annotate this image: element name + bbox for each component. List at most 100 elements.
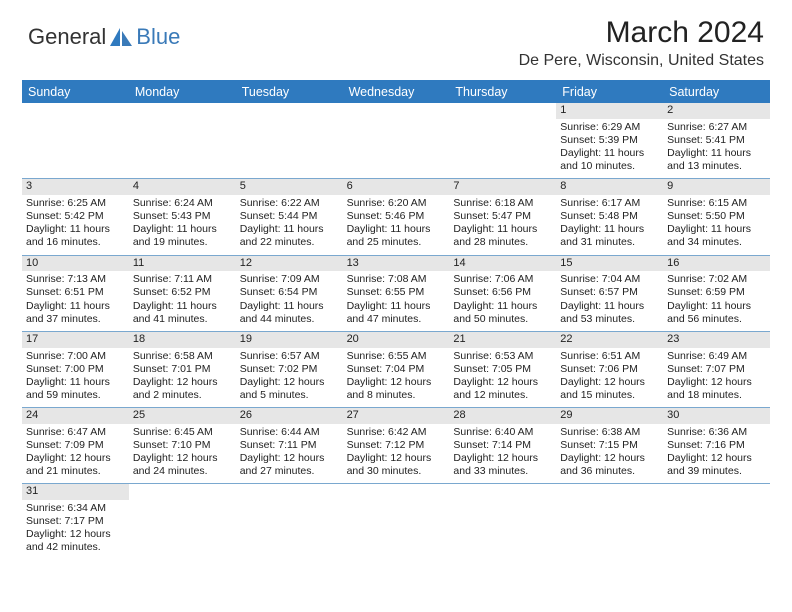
day-number: 22 xyxy=(556,332,663,348)
header: General Blue March 2024 De Pere, Wiscons… xyxy=(0,0,792,74)
empty-cell xyxy=(663,484,770,559)
day-number: 24 xyxy=(22,408,129,424)
daylight-line: Daylight: 11 hours and 37 minutes. xyxy=(26,300,125,326)
week-row: 31Sunrise: 6:34 AMSunset: 7:17 PMDayligh… xyxy=(22,484,770,559)
page-title: March 2024 xyxy=(519,16,764,50)
day-cell: 29Sunrise: 6:38 AMSunset: 7:15 PMDayligh… xyxy=(556,408,663,483)
day-number: 18 xyxy=(129,332,236,348)
day-number: 10 xyxy=(22,256,129,272)
page-subtitle: De Pere, Wisconsin, United States xyxy=(519,52,764,70)
sunrise-line: Sunrise: 6:44 AM xyxy=(240,426,339,439)
day-number: 29 xyxy=(556,408,663,424)
sunrise-line: Sunrise: 6:25 AM xyxy=(26,197,125,210)
sunset-line: Sunset: 7:09 PM xyxy=(26,439,125,452)
weeks-container: 1Sunrise: 6:29 AMSunset: 5:39 PMDaylight… xyxy=(22,103,770,560)
logo-text-blue: Blue xyxy=(136,24,180,50)
sunrise-line: Sunrise: 6:55 AM xyxy=(347,350,446,363)
day-cell: 25Sunrise: 6:45 AMSunset: 7:10 PMDayligh… xyxy=(129,408,236,483)
daylight-line: Daylight: 12 hours and 42 minutes. xyxy=(26,528,125,554)
day-number: 11 xyxy=(129,256,236,272)
day-cell: 24Sunrise: 6:47 AMSunset: 7:09 PMDayligh… xyxy=(22,408,129,483)
empty-cell xyxy=(449,484,556,559)
sunrise-line: Sunrise: 6:24 AM xyxy=(133,197,232,210)
title-block: March 2024 De Pere, Wisconsin, United St… xyxy=(519,16,764,70)
day-number: 31 xyxy=(22,484,129,500)
sunset-line: Sunset: 7:10 PM xyxy=(133,439,232,452)
sunset-line: Sunset: 6:56 PM xyxy=(453,286,552,299)
sunrise-line: Sunrise: 7:13 AM xyxy=(26,273,125,286)
week-row: 10Sunrise: 7:13 AMSunset: 6:51 PMDayligh… xyxy=(22,256,770,332)
sunset-line: Sunset: 6:52 PM xyxy=(133,286,232,299)
sunset-line: Sunset: 7:05 PM xyxy=(453,363,552,376)
daylight-line: Daylight: 11 hours and 44 minutes. xyxy=(240,300,339,326)
sunrise-line: Sunrise: 6:22 AM xyxy=(240,197,339,210)
daylight-line: Daylight: 11 hours and 22 minutes. xyxy=(240,223,339,249)
daylight-line: Daylight: 12 hours and 36 minutes. xyxy=(560,452,659,478)
daylight-line: Daylight: 11 hours and 41 minutes. xyxy=(133,300,232,326)
day-number: 25 xyxy=(129,408,236,424)
sunset-line: Sunset: 5:44 PM xyxy=(240,210,339,223)
logo-sail-icon xyxy=(108,26,134,48)
sunrise-line: Sunrise: 7:00 AM xyxy=(26,350,125,363)
day-number: 13 xyxy=(343,256,450,272)
daylight-line: Daylight: 11 hours and 31 minutes. xyxy=(560,223,659,249)
daylight-line: Daylight: 12 hours and 30 minutes. xyxy=(347,452,446,478)
day-number: 4 xyxy=(129,179,236,195)
sunset-line: Sunset: 6:57 PM xyxy=(560,286,659,299)
daylight-line: Daylight: 11 hours and 56 minutes. xyxy=(667,300,766,326)
logo-text-general: General xyxy=(28,24,106,50)
sunset-line: Sunset: 5:42 PM xyxy=(26,210,125,223)
sunrise-line: Sunrise: 6:36 AM xyxy=(667,426,766,439)
empty-cell xyxy=(236,484,343,559)
day-of-week-row: SundayMondayTuesdayWednesdayThursdayFrid… xyxy=(22,81,770,103)
sunrise-line: Sunrise: 6:57 AM xyxy=(240,350,339,363)
daylight-line: Daylight: 12 hours and 2 minutes. xyxy=(133,376,232,402)
sunrise-line: Sunrise: 6:34 AM xyxy=(26,502,125,515)
sunrise-line: Sunrise: 7:09 AM xyxy=(240,273,339,286)
day-cell: 21Sunrise: 6:53 AMSunset: 7:05 PMDayligh… xyxy=(449,332,556,407)
day-cell: 3Sunrise: 6:25 AMSunset: 5:42 PMDaylight… xyxy=(22,179,129,254)
empty-cell xyxy=(343,484,450,559)
day-number: 1 xyxy=(556,103,663,119)
dow-cell: Thursday xyxy=(449,81,556,103)
sunset-line: Sunset: 7:07 PM xyxy=(667,363,766,376)
sunrise-line: Sunrise: 6:29 AM xyxy=(560,121,659,134)
sunrise-line: Sunrise: 6:42 AM xyxy=(347,426,446,439)
sunset-line: Sunset: 5:39 PM xyxy=(560,134,659,147)
sunset-line: Sunset: 7:12 PM xyxy=(347,439,446,452)
empty-cell xyxy=(556,484,663,559)
sunrise-line: Sunrise: 6:53 AM xyxy=(453,350,552,363)
day-cell: 2Sunrise: 6:27 AMSunset: 5:41 PMDaylight… xyxy=(663,103,770,178)
sunrise-line: Sunrise: 6:47 AM xyxy=(26,426,125,439)
sunrise-line: Sunrise: 6:51 AM xyxy=(560,350,659,363)
daylight-line: Daylight: 12 hours and 8 minutes. xyxy=(347,376,446,402)
week-row: 1 Sunrise: 6:29 AMSunset: 5:39 PMDaylight… xyxy=(22,103,770,179)
empty-cell xyxy=(343,103,450,178)
dow-cell: Sunday xyxy=(22,81,129,103)
daylight-line: Daylight: 12 hours and 33 minutes. xyxy=(453,452,552,478)
sunrise-line: Sunrise: 6:17 AM xyxy=(560,197,659,210)
day-cell: 12Sunrise: 7:09 AMSunset: 6:54 PMDayligh… xyxy=(236,256,343,331)
day-number: 27 xyxy=(343,408,450,424)
day-cell: 28Sunrise: 6:40 AMSunset: 7:14 PMDayligh… xyxy=(449,408,556,483)
daylight-line: Daylight: 12 hours and 39 minutes. xyxy=(667,452,766,478)
daylight-line: Daylight: 11 hours and 10 minutes. xyxy=(560,147,659,173)
sunrise-line: Sunrise: 7:06 AM xyxy=(453,273,552,286)
day-cell: 22Sunrise: 6:51 AMSunset: 7:06 PMDayligh… xyxy=(556,332,663,407)
sunrise-line: Sunrise: 7:04 AM xyxy=(560,273,659,286)
day-number: 19 xyxy=(236,332,343,348)
day-number: 9 xyxy=(663,179,770,195)
dow-cell: Saturday xyxy=(663,81,770,103)
sunrise-line: Sunrise: 6:27 AM xyxy=(667,121,766,134)
daylight-line: Daylight: 11 hours and 28 minutes. xyxy=(453,223,552,249)
daylight-line: Daylight: 11 hours and 50 minutes. xyxy=(453,300,552,326)
daylight-line: Daylight: 12 hours and 24 minutes. xyxy=(133,452,232,478)
day-cell: 26Sunrise: 6:44 AMSunset: 7:11 PMDayligh… xyxy=(236,408,343,483)
day-cell: 23Sunrise: 6:49 AMSunset: 7:07 PMDayligh… xyxy=(663,332,770,407)
calendar: SundayMondayTuesdayWednesdayThursdayFrid… xyxy=(22,80,770,560)
day-cell: 15Sunrise: 7:04 AMSunset: 6:57 PMDayligh… xyxy=(556,256,663,331)
empty-cell xyxy=(129,103,236,178)
day-cell: 19Sunrise: 6:57 AMSunset: 7:02 PMDayligh… xyxy=(236,332,343,407)
sunset-line: Sunset: 6:59 PM xyxy=(667,286,766,299)
day-cell: 14Sunrise: 7:06 AMSunset: 6:56 PMDayligh… xyxy=(449,256,556,331)
